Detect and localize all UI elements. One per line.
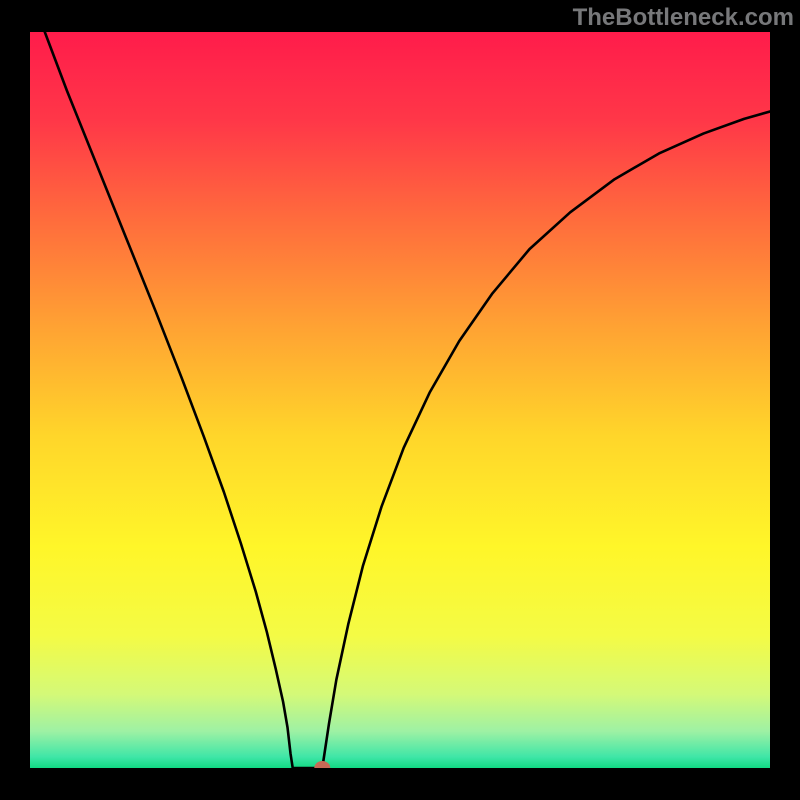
chart-svg — [30, 32, 770, 768]
watermark-text: TheBottleneck.com — [573, 4, 794, 32]
gradient-background — [30, 32, 770, 768]
chart-area — [30, 32, 770, 768]
